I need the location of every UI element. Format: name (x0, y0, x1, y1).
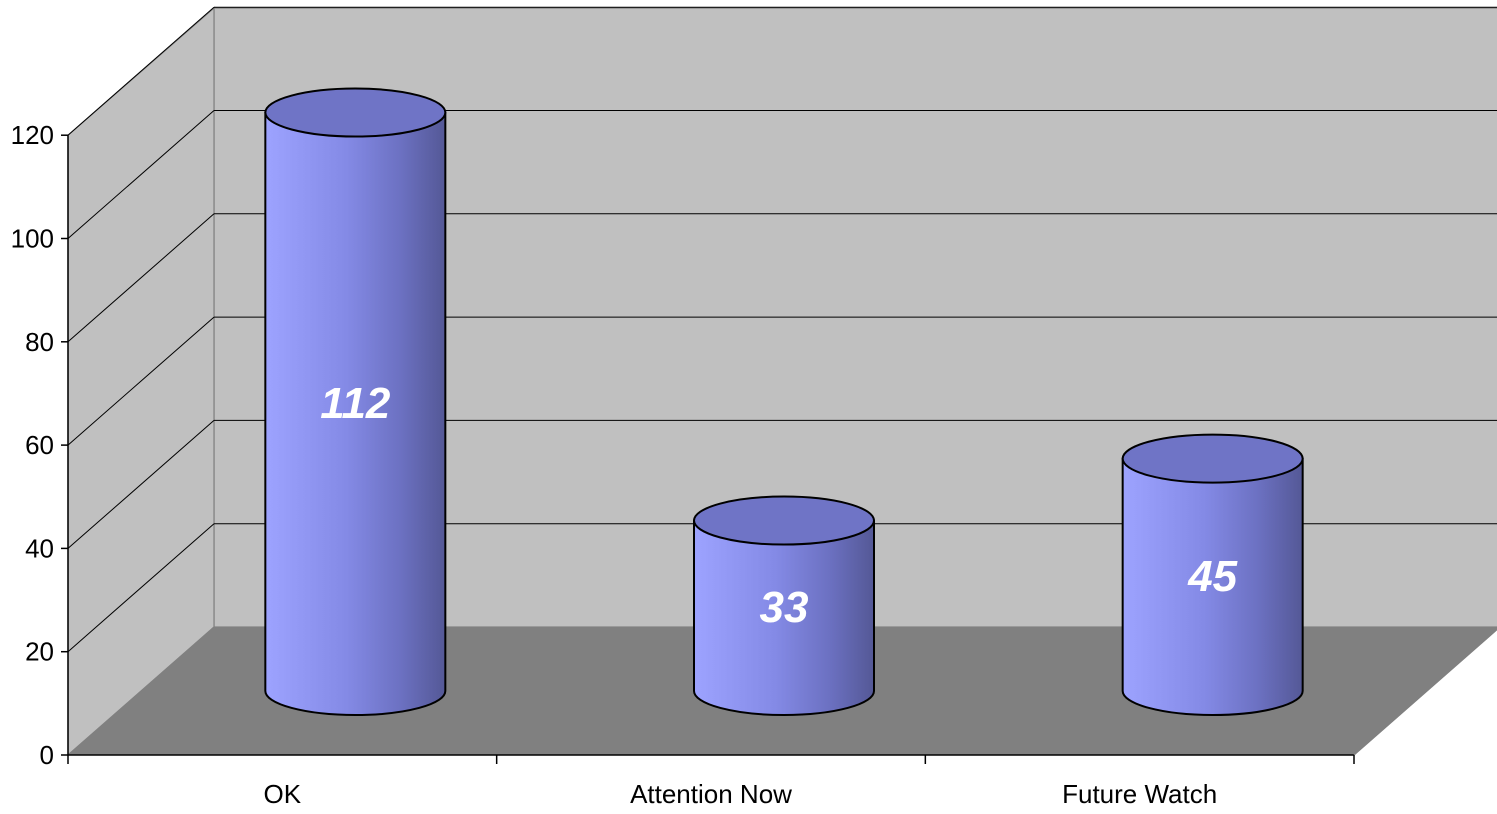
gridline-side (67, 110, 215, 239)
bar-ok (264, 87, 447, 716)
x-axis-ticks: OK Attention Now Future Watch (67, 755, 1355, 809)
y-tick-label: 80 (25, 327, 54, 357)
bar-top (693, 495, 875, 546)
y-tick-label: 120 (11, 120, 54, 150)
gridline-side (67, 316, 215, 446)
data-label: 33 (760, 583, 809, 632)
data-labels: 112 33 45 (320, 379, 1237, 632)
data-label: 45 (1187, 552, 1237, 601)
bar-body (264, 111, 447, 716)
gridline-side (67, 420, 215, 549)
y-axis-ticks: 0 20 40 60 80 100 120 (11, 120, 68, 770)
bars (264, 87, 1304, 716)
x-category-label: Future Watch (1062, 779, 1217, 809)
bar-body (693, 519, 875, 716)
x-category-label: Attention Now (630, 779, 792, 809)
data-label: 112 (320, 379, 391, 428)
gridline-side (67, 213, 215, 343)
bar-attention-now (693, 495, 875, 716)
gridline-side (67, 6, 215, 136)
gridline-side (67, 523, 215, 653)
y-tick-label: 60 (25, 430, 54, 460)
bar-future-watch (1121, 433, 1304, 716)
floor-edge (1353, 628, 1497, 756)
y-tick-label: 100 (11, 224, 54, 254)
y-tick-label: 0 (40, 740, 54, 770)
y-tick-label: 20 (25, 637, 54, 667)
y-tick-label: 40 (25, 533, 54, 563)
bar-top (1121, 433, 1304, 484)
bar-body (1121, 457, 1304, 716)
x-category-label: OK (264, 779, 302, 809)
bar-top (264, 87, 447, 138)
